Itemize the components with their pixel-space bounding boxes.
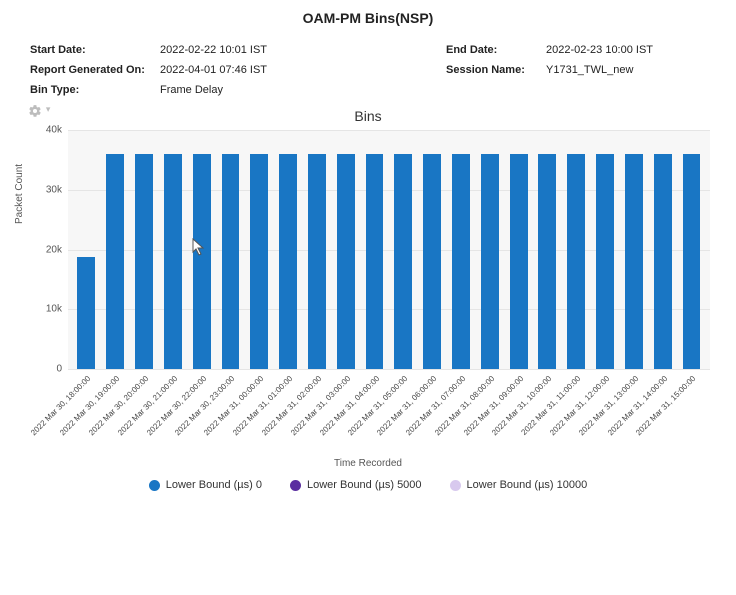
bar[interactable] [394, 154, 412, 369]
bar-slot [72, 130, 101, 369]
bar[interactable] [567, 154, 585, 369]
bar-slot [447, 130, 476, 369]
legend-swatch [149, 480, 160, 491]
legend-swatch [450, 480, 461, 491]
y-tick-label: 0 [28, 364, 62, 375]
bar[interactable] [106, 154, 124, 369]
generated-on-value: 2022-04-01 07:46 IST [160, 64, 360, 76]
bar[interactable] [596, 154, 614, 369]
bar[interactable] [77, 257, 95, 369]
legend-item[interactable]: Lower Bound (µs) 10000 [450, 479, 588, 491]
bar-slot [533, 130, 562, 369]
bar-slot [216, 130, 245, 369]
bar[interactable] [654, 154, 672, 369]
bar[interactable] [538, 154, 556, 369]
bar[interactable] [481, 154, 499, 369]
page-title: OAM-PM Bins(NSP) [0, 0, 736, 38]
bar[interactable] [683, 154, 701, 369]
chart-settings-button[interactable]: ▾ [28, 104, 50, 121]
bar-slot [562, 130, 591, 369]
legend-item[interactable]: Lower Bound (µs) 5000 [290, 479, 422, 491]
bar[interactable] [222, 154, 240, 369]
y-axis-title: Packet Count [14, 164, 25, 224]
x-axis-title: Time Recorded [16, 456, 720, 469]
legend-swatch [290, 480, 301, 491]
x-axis-labels: 2022 Mar 30, 18:00:002022 Mar 30, 19:00:… [68, 370, 710, 456]
bar[interactable] [279, 154, 297, 369]
bar-slot [389, 130, 418, 369]
y-tick-label: 40k [28, 125, 62, 136]
bar-slot [274, 130, 303, 369]
bar-slot [591, 130, 620, 369]
chart-plot-area[interactable]: 010k20k30k40k [68, 130, 710, 370]
bar-slot [101, 130, 130, 369]
legend-label: Lower Bound (µs) 10000 [467, 479, 588, 491]
gear-icon [28, 104, 42, 118]
bar[interactable] [337, 154, 355, 369]
bar-slot [187, 130, 216, 369]
start-date-label: Start Date: [30, 44, 160, 56]
chevron-down-icon: ▾ [46, 104, 51, 114]
bar-slot [245, 130, 274, 369]
bar-slot [303, 130, 332, 369]
bar[interactable] [452, 154, 470, 369]
bin-type-value: Frame Delay [160, 84, 360, 96]
y-tick-label: 10k [28, 304, 62, 315]
bar[interactable] [250, 154, 268, 369]
generated-on-label: Report Generated On: [30, 64, 160, 76]
bin-type-label: Bin Type: [30, 84, 160, 96]
bars-container [68, 130, 710, 369]
legend-item[interactable]: Lower Bound (µs) 0 [149, 479, 262, 491]
bar-slot [648, 130, 677, 369]
bar[interactable] [625, 154, 643, 369]
legend-label: Lower Bound (µs) 5000 [307, 479, 422, 491]
end-date-label: End Date: [446, 44, 546, 56]
y-tick-label: 20k [28, 244, 62, 255]
bar[interactable] [193, 154, 211, 369]
session-name-value: Y1731_TWL_new [546, 64, 706, 76]
bar-slot [130, 130, 159, 369]
bar-slot [158, 130, 187, 369]
bar[interactable] [423, 154, 441, 369]
bar-slot [677, 130, 706, 369]
report-metadata: Start Date: 2022-02-22 10:01 IST End Dat… [0, 38, 736, 104]
bar[interactable] [135, 154, 153, 369]
session-name-label: Session Name: [446, 64, 546, 76]
start-date-value: 2022-02-22 10:01 IST [160, 44, 360, 56]
chart-title: Bins [16, 104, 720, 130]
bar[interactable] [164, 154, 182, 369]
bar[interactable] [366, 154, 384, 369]
bar-slot [619, 130, 648, 369]
bar[interactable] [510, 154, 528, 369]
bar[interactable] [308, 154, 326, 369]
bar-slot [331, 130, 360, 369]
bar-slot [504, 130, 533, 369]
chart-legend: Lower Bound (µs) 0 Lower Bound (µs) 5000 L… [16, 469, 720, 491]
bar-slot [418, 130, 447, 369]
bar-slot [475, 130, 504, 369]
legend-label: Lower Bound (µs) 0 [166, 479, 262, 491]
y-tick-label: 30k [28, 184, 62, 195]
end-date-value: 2022-02-23 10:00 IST [546, 44, 706, 56]
bar-slot [360, 130, 389, 369]
